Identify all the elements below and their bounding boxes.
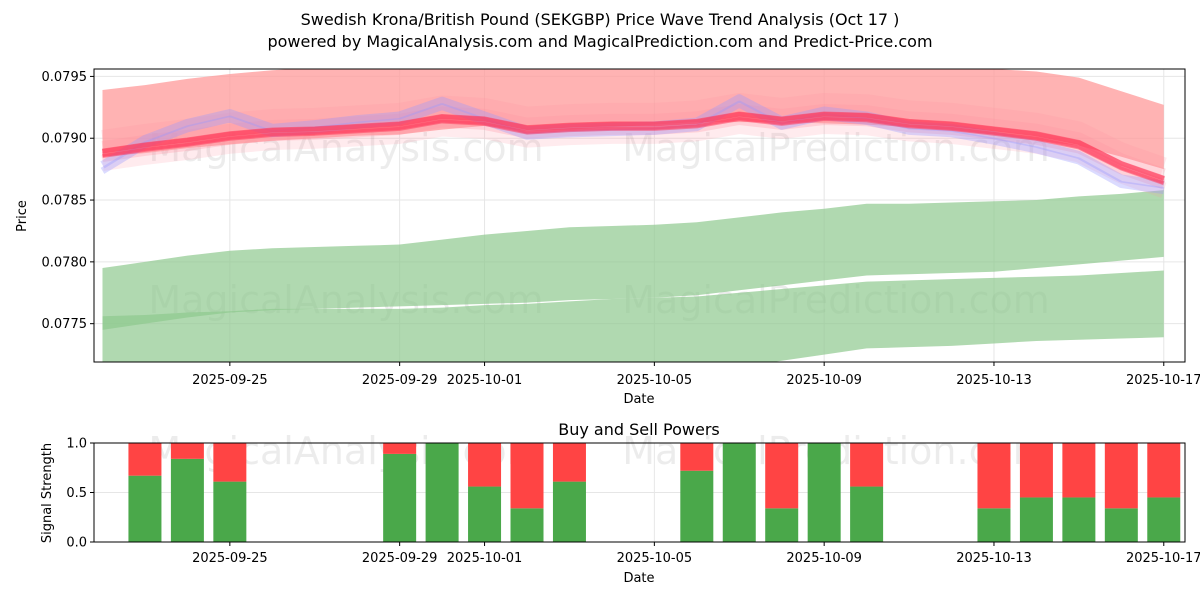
sell-bar	[128, 443, 162, 476]
sell-bar	[977, 443, 1011, 509]
buy-bar	[383, 453, 417, 542]
price-x-tick-label: 2025-10-05	[617, 373, 693, 388]
price-plot-frame	[93, 68, 1186, 363]
buy-bar	[850, 486, 884, 542]
red-wave-line-2	[102, 116, 1165, 186]
buy-bar	[722, 443, 756, 542]
chart-subtitle: powered by MagicalAnalysis.com and Magic…	[267, 32, 932, 51]
price-x-axis-label: Date	[623, 392, 654, 407]
buy-bar	[977, 508, 1011, 542]
sell-bar	[1019, 443, 1053, 498]
price-y-axis-label: Price	[15, 200, 30, 232]
price-series	[100, 69, 1167, 362]
red-upper-band	[102, 69, 1164, 170]
signal-x-tick-label: 2025-10-09	[786, 551, 862, 566]
sell-bar	[1104, 443, 1138, 509]
sell-bar	[1062, 443, 1096, 498]
signal-y-axis-label: Signal Strength	[40, 443, 55, 543]
buy-bar	[425, 443, 459, 542]
chart-title: Swedish Krona/British Pound (SEKGBP) Pri…	[301, 10, 900, 29]
price-x-tick-label: 2025-09-29	[362, 373, 438, 388]
signal-y-tick-label: 0.5	[66, 486, 87, 501]
price-x-tick-label: 2025-09-25	[192, 373, 268, 388]
price-x-ticks: 2025-09-25 2025-09-29 2025-10-01 2025-10-05…	[192, 362, 1200, 388]
signal-x-tick-label: 2025-09-25	[192, 551, 268, 566]
buy-bar	[765, 508, 799, 542]
price-x-tick-label: 2025-10-17	[1126, 373, 1200, 388]
signal-x-tick-label: 2025-10-13	[956, 551, 1032, 566]
signal-y-tick-label: 1.0	[66, 437, 87, 452]
buy-bar	[1104, 508, 1138, 542]
price-y-tick-label: 0.0775	[42, 317, 88, 332]
signal-chart-title: Buy and Sell Powers	[558, 420, 720, 439]
buy-bar	[510, 508, 544, 542]
price-y-tick-label: 0.0785	[42, 194, 88, 209]
buy-bar	[807, 443, 841, 542]
signal-x-tick-label: 2025-10-01	[447, 551, 523, 566]
buy-bar	[1062, 497, 1096, 542]
signal-x-tick-label: 2025-09-29	[362, 551, 438, 566]
buy-bar	[552, 481, 586, 542]
sell-bar	[850, 443, 884, 487]
buy-bar	[468, 486, 502, 542]
signal-x-axis-label: Date	[623, 571, 654, 586]
sell-bar	[213, 443, 247, 482]
signal-x-ticks: 2025-09-25 2025-09-29 2025-10-01 2025-10-05…	[192, 542, 1200, 566]
price-y-tick-label: 0.0780	[42, 255, 88, 270]
red-wave-ribbon-2	[101, 103, 1166, 180]
buy-bar	[1019, 497, 1053, 542]
sell-bar	[510, 443, 544, 509]
price-plot: MagicalAnalysis.com MagicalPrediction.co…	[15, 68, 1200, 407]
buy-bar	[213, 481, 247, 542]
sell-bar	[680, 443, 714, 471]
price-y-tick-label: 0.0795	[42, 70, 88, 85]
price-x-tick-label: 2025-10-09	[786, 373, 862, 388]
buy-bar	[128, 475, 162, 542]
sell-bar	[468, 443, 502, 487]
buy-bar	[680, 470, 714, 542]
signal-y-ticks: 0.0 0.5 1.0	[66, 437, 94, 551]
sell-bar	[383, 443, 417, 454]
price-y-ticks: 0.0775 0.0780 0.0785 0.0790 0.0795	[42, 70, 94, 332]
sell-bar	[765, 443, 799, 509]
buy-bar	[1147, 497, 1181, 542]
green-upper-band	[102, 190, 1164, 330]
price-x-tick-label: 2025-10-13	[956, 373, 1032, 388]
red-wave-ribbon-1	[101, 117, 1167, 198]
signal-bars	[128, 443, 1181, 542]
green-lower-band	[102, 270, 1164, 362]
red-wave-line-1	[102, 111, 1165, 181]
buy-bar	[170, 458, 204, 542]
signal-plot: Buy and Sell Powers MagicalAnalysis.com …	[40, 420, 1200, 586]
price-x-tick-label: 2025-10-01	[447, 373, 523, 388]
sell-bar	[552, 443, 586, 482]
signal-x-tick-label: 2025-10-05	[617, 551, 693, 566]
signal-y-tick-label: 0.0	[66, 536, 87, 551]
sell-bar	[1147, 443, 1181, 498]
sell-bar	[170, 443, 204, 459]
red-wave-ribbon-0	[101, 92, 1167, 175]
price-y-tick-label: 0.0790	[42, 132, 88, 147]
signal-x-tick-label: 2025-10-17	[1126, 551, 1200, 566]
